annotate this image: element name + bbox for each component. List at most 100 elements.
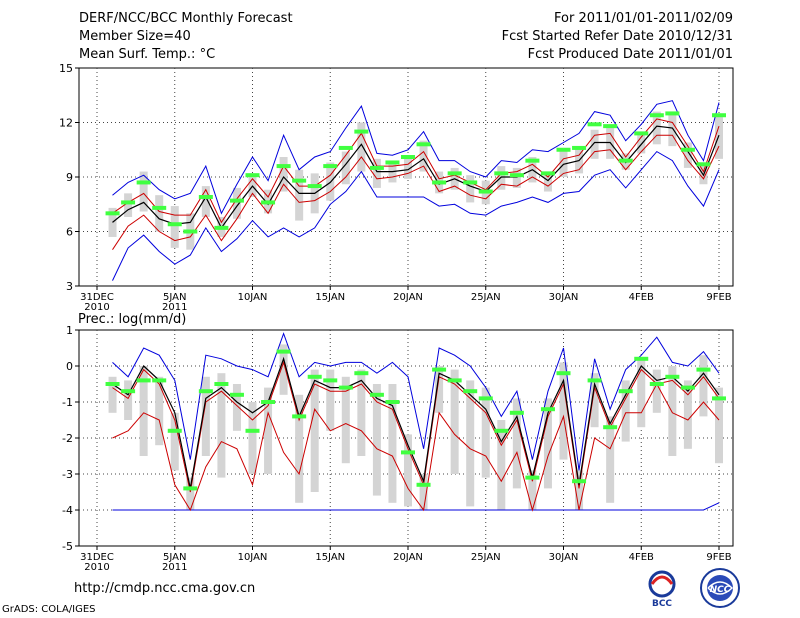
variable-label: Mean Surf. Temp.: °C [79, 47, 216, 62]
median-marker [572, 479, 587, 484]
spread-box [248, 402, 257, 474]
x-tick-label: 9FEB [706, 552, 731, 563]
median-marker [292, 178, 307, 183]
spread-box [248, 173, 257, 197]
median-marker [447, 378, 462, 383]
spread-box [419, 140, 428, 172]
median-marker [618, 158, 633, 163]
spread-box [481, 387, 490, 478]
spread-box [543, 398, 552, 489]
median-marker [712, 396, 726, 401]
spread-box [683, 142, 692, 168]
y-tick-label: 12 [59, 117, 73, 130]
median-marker [167, 222, 182, 227]
median-marker [323, 164, 338, 169]
median-marker [183, 486, 198, 491]
median-marker [634, 356, 649, 361]
median-marker [603, 124, 618, 129]
x-tick-label: 25JAN [471, 292, 501, 303]
x-tick-label: 10JAN [238, 292, 268, 303]
spread-box [264, 387, 273, 474]
spread-box [295, 394, 304, 503]
median-marker [680, 147, 695, 152]
x-tick-label: 20JAN [393, 552, 423, 563]
spread-box [559, 362, 568, 460]
median-marker [447, 171, 462, 176]
median-marker [105, 211, 120, 216]
median-marker [463, 389, 478, 394]
x-tick-label: 4FEB [629, 292, 654, 303]
median-marker [401, 155, 415, 160]
median-marker [152, 205, 167, 210]
median-marker [494, 428, 509, 433]
spread-box [528, 470, 537, 510]
spread-box [341, 151, 350, 185]
p25-line [112, 134, 720, 250]
median-marker [229, 198, 244, 203]
y-tick-label: -1 [62, 396, 73, 409]
prec-label: Prec.: log(mm/d) [78, 312, 186, 327]
chart-title: DERF/NCC/BCC Monthly Forecast [79, 11, 293, 26]
median-marker [572, 145, 587, 150]
fcst-produced-date: Fcst Produced Date 2011/01/01 [527, 47, 733, 62]
spread-box [404, 434, 412, 507]
median-marker [276, 349, 291, 354]
median-marker [105, 382, 120, 386]
spread-box [310, 369, 319, 492]
median-marker [540, 171, 555, 176]
website-url[interactable]: http://cmdp.ncc.cma.gov.cn [74, 581, 256, 596]
spread-box [637, 358, 646, 428]
median-marker [696, 162, 711, 167]
spread-box [715, 115, 723, 159]
median-marker [338, 385, 353, 390]
spread-box [201, 186, 210, 217]
spread-box [279, 344, 288, 395]
x-tick-label: 30JAN [549, 552, 579, 563]
spread-box [186, 477, 195, 510]
forecast-period: For 2011/01/01-2011/02/09 [554, 11, 733, 26]
spread-box [466, 380, 475, 507]
median-marker [245, 173, 260, 178]
spread-box [512, 398, 521, 489]
y-tick-label: 0 [66, 360, 73, 373]
spread-box [295, 169, 304, 221]
spread-box [279, 157, 288, 192]
spread-box [683, 380, 692, 449]
x-tick-sublabel: 2011 [162, 302, 187, 313]
max-line [112, 100, 720, 215]
median-marker [307, 184, 322, 189]
median-marker [121, 389, 136, 394]
spread-box [372, 384, 381, 496]
bcc-logo-icon: BCC [648, 570, 676, 609]
y-tick-label: 6 [66, 226, 73, 239]
median-marker [696, 367, 711, 372]
median-marker [509, 173, 524, 178]
spread-box [652, 369, 661, 413]
spread-box [497, 166, 506, 190]
median-marker [603, 425, 618, 430]
spread-box [699, 355, 708, 417]
spread-box [466, 175, 475, 203]
y-tick-label: -2 [62, 432, 73, 445]
logos: BCC NCC [648, 568, 740, 609]
ncc-logo-text: NCC [710, 585, 731, 595]
median-marker [680, 385, 695, 390]
x-tick-label: 31DEC [80, 552, 114, 563]
median-marker [198, 194, 213, 199]
y-tick-label: -5 [62, 540, 73, 553]
spread-box [357, 122, 366, 172]
median-marker [385, 160, 400, 165]
spread-box [652, 111, 661, 145]
min-line [112, 502, 720, 511]
spread-box [155, 376, 164, 446]
spread-box [637, 131, 646, 154]
spread-box [357, 369, 366, 456]
median-marker [525, 158, 540, 163]
spread-box [124, 380, 133, 420]
median-marker [261, 400, 276, 404]
spread-box [201, 376, 210, 456]
x-tick-sublabel: 2010 [84, 562, 109, 573]
median-marker [214, 382, 229, 386]
